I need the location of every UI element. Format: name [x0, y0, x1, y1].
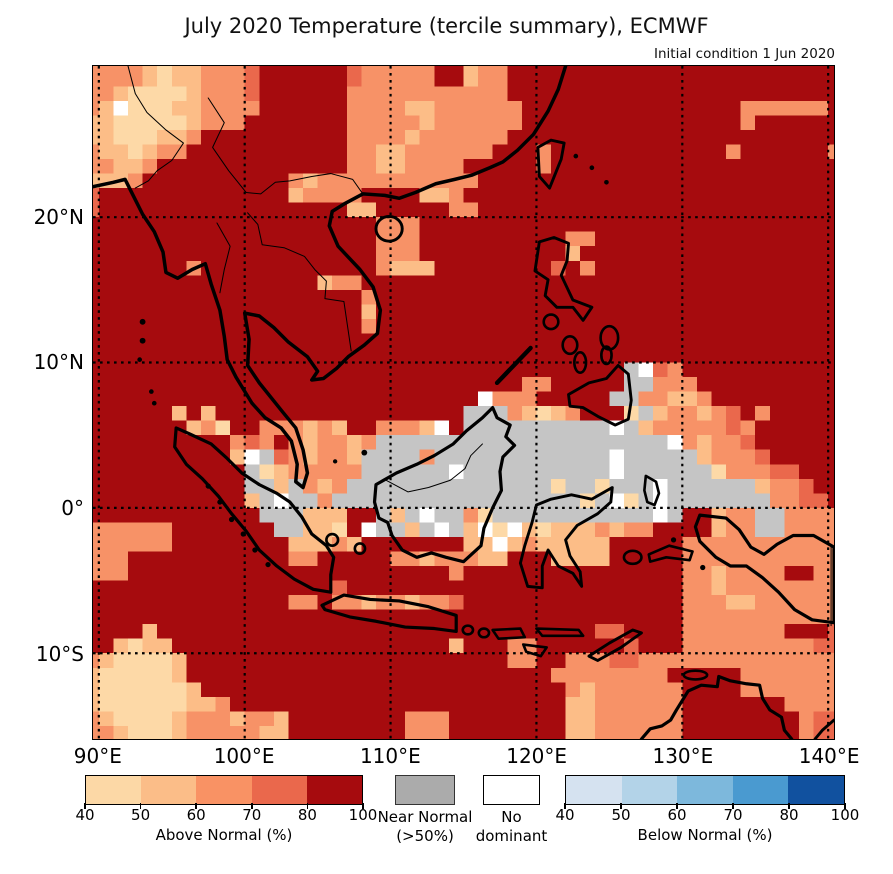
colorbar-tick-mark: [251, 803, 253, 809]
colorbar-tick-label: 70: [242, 806, 262, 824]
coastline-borneo: [372, 405, 517, 564]
colorbar-tick-mark: [362, 803, 364, 809]
x-axis-tick-label: 130°E: [652, 744, 714, 768]
near-normal-swatch: [395, 775, 455, 805]
colorbar-tick-label: 70: [723, 806, 743, 824]
coastline-asia-mainland: [93, 66, 568, 490]
colorbar-tick-mark: [84, 803, 86, 809]
x-axis-tick-label: 100°E: [213, 744, 275, 768]
coastline-halmahera: [643, 474, 661, 507]
coastline-new-guinea: [693, 513, 834, 625]
coastline-taiwan: [536, 138, 566, 190]
coastline-bangka: [325, 532, 340, 547]
colorbar-tick-mark: [139, 803, 142, 809]
colorbar-tick-label: 40: [555, 806, 575, 824]
colorbar-tick-label: 60: [667, 806, 687, 824]
coastline-sumbawa: [491, 627, 527, 641]
coastline-belitung: [353, 542, 367, 555]
colorbar-tick-label: 80: [297, 806, 317, 824]
colorbar-tick-label: 100: [830, 806, 860, 824]
colorbar-segment: [621, 776, 678, 804]
figure-title: July 2020 Temperature (tercile summary),…: [184, 14, 709, 38]
coastline-timor: [587, 628, 643, 662]
coastline-leyte: [600, 345, 613, 366]
colorbar-tick-mark: [306, 803, 309, 809]
no-dominant-swatch: [483, 775, 540, 805]
colorbar-segment: [196, 776, 252, 804]
y-axis-tick-label: 10°N: [33, 350, 84, 375]
coastline-sulawesi: [518, 486, 614, 590]
x-axis-tick-label: 140°E: [798, 744, 860, 768]
y-axis-tick-label: 20°N: [33, 204, 84, 229]
coastline-negros: [573, 351, 588, 375]
x-axis-tick-label: 110°E: [359, 744, 421, 768]
colorbar-segment: [86, 776, 142, 804]
coastline-luzon: [533, 236, 594, 322]
near-normal-caption-line1: Near Normal: [377, 808, 473, 826]
graticule-layer: [93, 66, 834, 739]
colorbar-segment: [732, 776, 789, 804]
coastline-java: [320, 593, 458, 634]
no-dominant-caption-line2: dominant: [475, 827, 548, 845]
y-axis-tick-label: 10°S: [35, 641, 84, 666]
colorbar-tick-label: 80: [779, 806, 799, 824]
colorbar-tick-label: 50: [611, 806, 631, 824]
colorbar-segment: [677, 776, 733, 804]
colorbar-tick-label: 40: [75, 806, 95, 824]
coastline-gulf-carpentaria: [813, 718, 834, 739]
coastline-palawan: [494, 345, 533, 386]
colorbar-tick-mark: [564, 803, 566, 809]
colorbar-segment: [141, 776, 197, 804]
colorbar-tick-mark: [195, 803, 197, 809]
colorbar-segment: [251, 776, 307, 804]
x-axis-tick-label: 120°E: [506, 744, 568, 768]
no-dominant-caption-line1: No: [501, 808, 522, 826]
coastline-mindoro: [542, 313, 560, 331]
coastline-lombok: [477, 627, 491, 639]
colorbar-tick-label: 100: [348, 806, 378, 824]
coastline-layer: [93, 66, 834, 739]
colorbar-segment: [566, 776, 622, 804]
colorbar-tick-mark: [732, 803, 734, 809]
coastline-sumba: [521, 643, 548, 658]
grid-cells-layer: [93, 66, 834, 739]
below-normal-caption: Below Normal (%): [637, 826, 773, 844]
figure-subtitle: Initial condition 1 Jun 2020: [654, 46, 835, 62]
coastline-sumatra: [173, 426, 336, 594]
below-normal-colorbar: [565, 775, 845, 805]
colorbar-tick-mark: [844, 803, 846, 809]
coastline-bali: [461, 624, 475, 636]
coastline-panay: [561, 335, 579, 356]
colorbar-tick-mark: [788, 803, 790, 809]
coastline-mindanao: [567, 363, 633, 427]
colorbar-tick-mark: [620, 803, 622, 809]
map-plot-area: [92, 65, 835, 740]
above-normal-caption: Above Normal (%): [155, 826, 293, 844]
coastline-australia: [639, 674, 794, 739]
colorbar-tick-label: 60: [186, 806, 206, 824]
coastline-flores: [535, 627, 585, 638]
colorbar-segment: [788, 776, 844, 804]
colorbar-tick-mark: [676, 803, 678, 809]
y-axis-tick-label: 0°: [61, 496, 84, 521]
coastline-melville-island: [682, 669, 709, 681]
colorbar-tick-label: 50: [131, 806, 151, 824]
coastline-buru: [622, 549, 643, 566]
forecast-map: [93, 66, 834, 739]
coastline-seram: [647, 544, 694, 563]
near-normal-caption-line2: (>50%): [396, 827, 454, 845]
x-axis-tick-label: 90°E: [73, 744, 122, 768]
above-normal-colorbar: [85, 775, 363, 805]
country-borders: [127, 66, 832, 627]
colorbar-segment: [306, 776, 362, 804]
